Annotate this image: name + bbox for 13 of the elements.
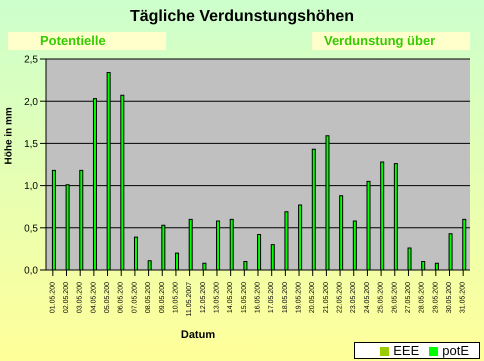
y-tick-label: 0,5 (24, 223, 38, 234)
y-tick-label: 2,0 (24, 96, 38, 108)
text: Verdunstung über (312, 32, 470, 50)
x-axis-title: Datum (180, 329, 216, 341)
legend-label: EEE (393, 343, 420, 358)
legend-label: potE (442, 343, 469, 358)
y-axis-title: Höhe in mm (4, 107, 15, 164)
y-tick-label: 1,5 (24, 138, 38, 150)
y-tick-label: 2,5 (24, 54, 38, 66)
y-tick-label: 1,0 (24, 181, 38, 192)
chart-title: Tägliche Verdunstungshöhen (128, 8, 356, 26)
y-tick-label: 0,0 (24, 266, 38, 277)
text: Potentielle (8, 32, 166, 50)
